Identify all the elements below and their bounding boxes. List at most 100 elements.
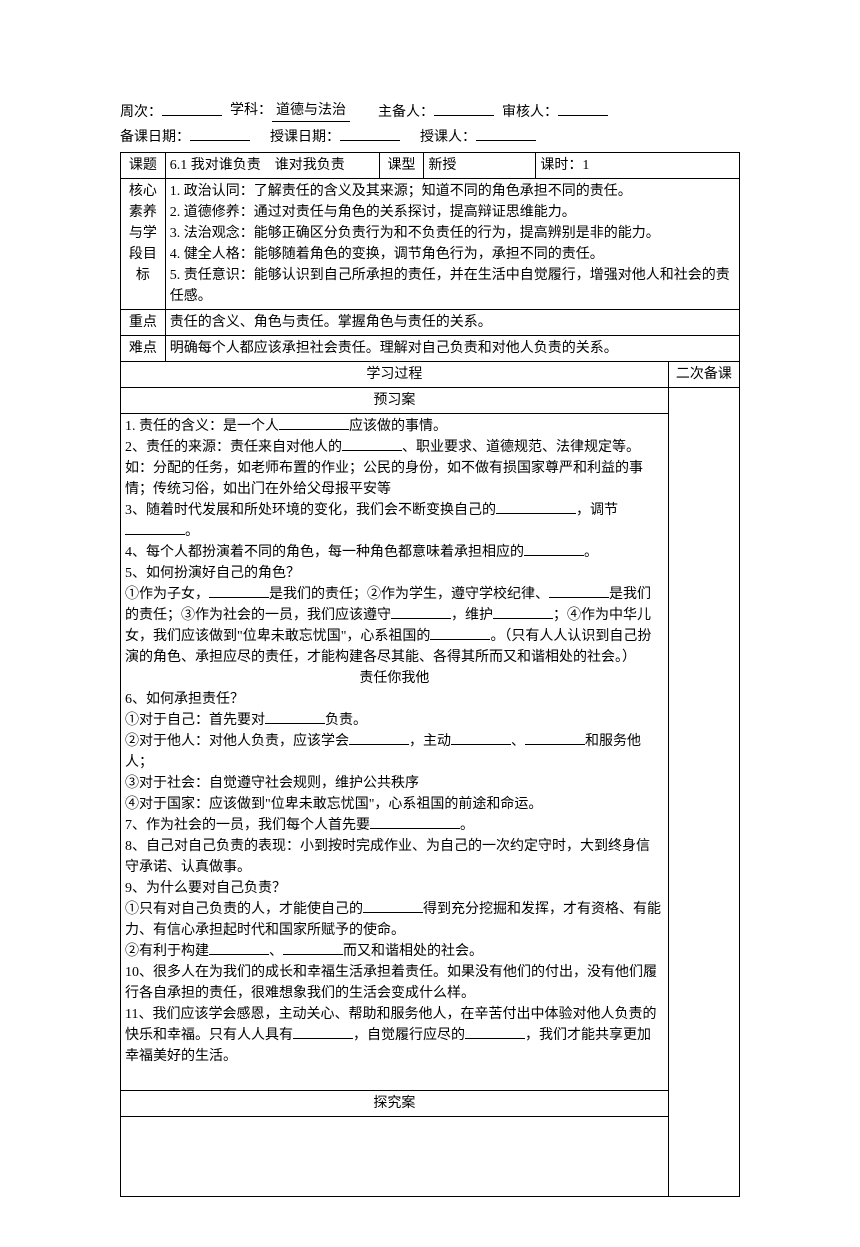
p9-1: ①只有对自己负责的人，才能使自己的得到充分挖掘和发挥，才有资格、有能力、有信心承… [125, 899, 664, 941]
row-topic: 课题 6.1 我对谁负责 谁对我负责 课型 新授 课时：1 [121, 153, 740, 179]
core-item-1: 1. 政治认同：了解责任的含义及其来源；知道不同的角色承担不同的责任。 [170, 181, 735, 202]
subject-field: 学科：道德与法治 [230, 100, 350, 123]
b6b [349, 731, 409, 745]
core-label-text: 核心素养与学段目标 [129, 184, 157, 283]
row-explore-body [121, 1117, 740, 1197]
row-preview-body: 1. 责任的含义：是一个人应该做的事情。 2、责任的来源：责任来自对他人的 、职业… [121, 414, 740, 1091]
p7: 7、作为社会的一员，我们每个人首先要。 [125, 815, 664, 836]
p6d: ，主动 [409, 734, 451, 749]
p5-1: ①作为子女，是我们的责任；②作为学生，遵守学校纪律、是我们的责任；③作为社会的一… [125, 584, 664, 668]
p9d: 、 [269, 944, 283, 959]
reviewer-field: 审核人： [502, 100, 608, 123]
p11: 11、我们应该学会感恩，主动关心、帮助和服务他人，在辛苦付出中体验对他人负责的快… [125, 1004, 664, 1067]
b11b [465, 1025, 525, 1039]
p6-3: ③对于社会：自觉遵守社会规则，维护公共秩序 [125, 773, 664, 794]
b11a [293, 1025, 353, 1039]
p4: 4、每个人都扮演着不同的角色，每一种角色都意味着承担相应的 。 [125, 542, 664, 563]
teach-date-field: 授课日期： [270, 125, 400, 148]
p5a: ①作为子女， [125, 587, 209, 602]
header-row-1: 周次： 学科：道德与法治 主备人： 审核人： [120, 100, 740, 123]
teach-date-label: 授课日期： [270, 127, 340, 148]
b9b [209, 941, 269, 955]
p3: 3、随着时代发展和所处环境的变化，我们会不断变换自己的，调节。 [125, 500, 664, 542]
p1: 1. 责任的含义：是一个人应该做的事情。 [125, 416, 664, 437]
p1a: 1. 责任的含义：是一个人 [125, 419, 279, 434]
subject-value: 道德与法治 [272, 100, 350, 122]
b5d [493, 605, 553, 619]
b5e [430, 626, 490, 640]
prep-date-label: 备课日期： [120, 127, 190, 148]
row-difficulty: 难点 明确每个人都应该承担社会责任。理解对自己负责和对他人负责的关系。 [121, 336, 740, 362]
p2c: 如：分配的任务，如老师布置的作业；公民的身份，如不做有损国家尊严和利益的事情；传… [125, 458, 664, 500]
p6-4: ④对于国家：应该做到"位卑未敢忘忧国"，心系祖国的前途和命运。 [125, 794, 664, 815]
p9: 9、为什么要对自己负责？ [125, 878, 664, 899]
week-field: 周次： [120, 100, 222, 123]
p8: 8、自己对自己负责的表现：小到按时完成作业、为自己的一次约定守时，大到终身信守承… [125, 836, 664, 878]
b3a [496, 500, 576, 514]
side-notes-cell [668, 388, 739, 1197]
type-value: 新授 [424, 153, 536, 179]
p9c: ②有利于构建 [125, 944, 209, 959]
b5a [209, 584, 269, 598]
preparer-blank [434, 100, 494, 116]
p4b: 。 [584, 545, 598, 560]
prep-date-blank [190, 125, 250, 141]
preparer-field: 主备人： [378, 100, 494, 123]
week-label: 周次： [120, 102, 162, 123]
explore-title: 探究案 [121, 1091, 669, 1117]
preparer-label: 主备人： [378, 102, 434, 123]
b6d [525, 731, 585, 745]
preview-body: 1. 责任的含义：是一个人应该做的事情。 2、责任的来源：责任来自对他人的 、职业… [121, 414, 669, 1091]
p9-2: ②有利于构建、而又和谐相处的社会。 [125, 941, 664, 962]
focus-label: 重点 [121, 310, 166, 336]
b6c [451, 731, 511, 745]
p5b: 是我们的责任；②作为学生，遵守学校纪律、 [269, 587, 549, 602]
p6-2: ②对于他人：对他人负责，应该学会，主动、和服务他人； [125, 731, 664, 773]
subtitle: 责任你我他 [125, 668, 664, 689]
lesson-table: 课题 6.1 我对谁负责 谁对我负责 课型 新授 课时：1 核心素养与学段目标 … [120, 152, 740, 1197]
p9a: ①只有对自己负责的人，才能使自己的 [125, 902, 363, 917]
p2a: 2、责任的来源：责任来自对他人的 [125, 440, 342, 455]
b6a [265, 710, 325, 724]
p10: 10、很多人在为我们的成长和幸福生活承担着责任。如果没有他们的付出，没有他们履行… [125, 962, 664, 1004]
p3c: 。 [185, 524, 199, 539]
p5d: ，维护 [451, 608, 493, 623]
core-content: 1. 政治认同：了解责任的含义及其来源；知道不同的角色承担不同的责任。 2. 道… [165, 179, 739, 310]
b5b [549, 584, 609, 598]
reviewer-label: 审核人： [502, 102, 558, 123]
difficulty-label: 难点 [121, 336, 166, 362]
reviewer-blank [558, 100, 608, 116]
teacher-label: 授课人： [420, 127, 476, 148]
explore-body [121, 1117, 669, 1197]
p11b: ，自觉履行应尽的 [353, 1028, 465, 1043]
teach-date-blank [340, 125, 400, 141]
p5: 5、如何扮演好自己的角色？ [125, 563, 664, 584]
b9c [283, 941, 343, 955]
core-label: 核心素养与学段目标 [121, 179, 166, 310]
row-core: 核心素养与学段目标 1. 政治认同：了解责任的含义及其来源；知道不同的角色承担不… [121, 179, 740, 310]
p2: 2、责任的来源：责任来自对他人的 、职业要求、道德规范、法律规定等。 [125, 437, 664, 458]
row-focus: 重点 责任的含义、角色与责任。掌握角色与责任的关系。 [121, 310, 740, 336]
prep-date-field: 备课日期： [120, 125, 250, 148]
process-label: 学习过程 [121, 362, 669, 388]
b7 [370, 815, 460, 829]
core-item-2: 2. 道德修养：通过对责任与角色的关系探讨，提高辩证思维能力。 [170, 202, 735, 223]
row-process-header: 学习过程 二次备课 [121, 362, 740, 388]
p6: 6、如何承担责任？ [125, 689, 664, 710]
b1 [279, 416, 349, 430]
p4a: 4、每个人都扮演着不同的角色，每一种角色都意味着承担相应的 [125, 545, 524, 560]
type-label: 课型 [379, 153, 424, 179]
teacher-blank [476, 125, 536, 141]
p7b: 。 [460, 818, 474, 833]
p6-1: ①对于自己：首先要对负责。 [125, 710, 664, 731]
row-explore-title: 探究案 [121, 1091, 740, 1117]
focus-value: 责任的含义、角色与责任。掌握角色与责任的关系。 [165, 310, 739, 336]
p2b: 、职业要求、道德规范、法律规定等。 [402, 440, 640, 455]
week-blank [162, 100, 222, 116]
teacher-field: 授课人： [420, 125, 536, 148]
b5c [391, 605, 451, 619]
difficulty-value: 明确每个人都应该承担社会责任。理解对自己负责和对他人负责的关系。 [165, 336, 739, 362]
subject-label: 学科： [230, 100, 272, 121]
p6e: 、 [511, 734, 525, 749]
preview-title: 预习案 [121, 388, 669, 414]
